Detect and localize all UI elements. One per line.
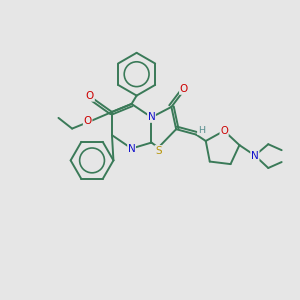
Text: H: H — [198, 126, 205, 135]
Text: O: O — [180, 84, 188, 94]
Text: N: N — [148, 112, 155, 122]
Text: O: O — [86, 91, 94, 101]
Text: N: N — [128, 143, 135, 154]
Text: N: N — [251, 151, 259, 160]
Text: O: O — [180, 84, 188, 94]
Text: N: N — [251, 151, 259, 160]
Text: O: O — [86, 91, 94, 101]
Text: O: O — [220, 126, 228, 136]
Text: O: O — [83, 116, 92, 126]
Text: O: O — [83, 116, 92, 126]
Text: O: O — [220, 126, 228, 136]
Text: H: H — [198, 126, 205, 135]
Text: S: S — [155, 146, 162, 156]
